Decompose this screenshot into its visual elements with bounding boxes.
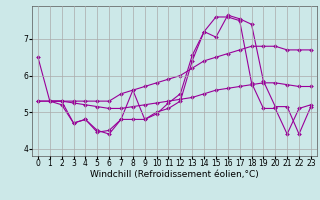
X-axis label: Windchill (Refroidissement éolien,°C): Windchill (Refroidissement éolien,°C): [90, 170, 259, 179]
